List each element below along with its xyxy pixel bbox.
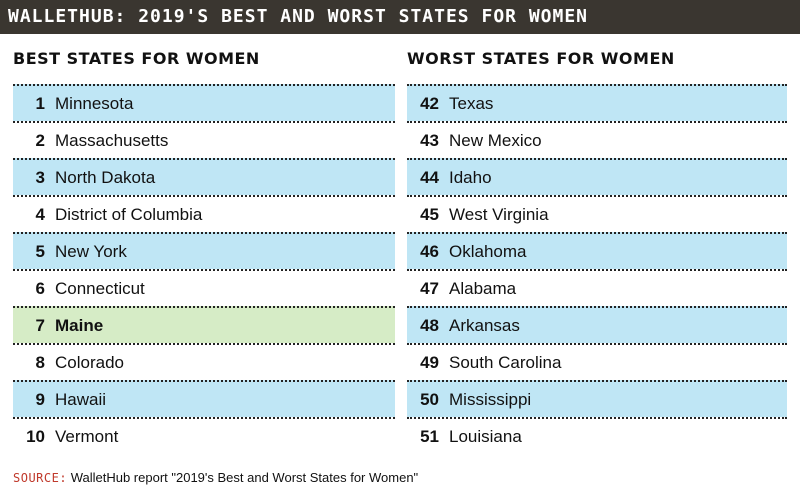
state-name: Alabama bbox=[449, 278, 517, 298]
rank-number: 6 bbox=[35, 278, 45, 298]
rank-number: 43 bbox=[420, 130, 439, 150]
table-row: 43 New Mexico bbox=[407, 121, 787, 158]
state-name: Maine bbox=[55, 315, 104, 335]
table-row: 2 Massachusetts bbox=[13, 121, 395, 158]
rank-number: 46 bbox=[420, 241, 439, 261]
table-row: 51 Louisiana bbox=[407, 417, 787, 454]
state-name: Idaho bbox=[449, 167, 492, 187]
best-states-column: BEST STATES FOR WOMEN 1 Minnesota 2 Massach… bbox=[13, 34, 395, 454]
best-states-heading: BEST STATES FOR WOMEN bbox=[13, 49, 260, 68]
table-row: 44 Idaho bbox=[407, 158, 787, 195]
state-name: Mississippi bbox=[449, 389, 532, 409]
table-row: 8 Colorado bbox=[13, 343, 395, 380]
worst-states-heading: WORST STATES FOR WOMEN bbox=[407, 49, 675, 68]
table-row: 1 Minnesota bbox=[13, 84, 395, 121]
state-name: Hawaii bbox=[55, 389, 107, 409]
state-name: District of Columbia bbox=[55, 204, 203, 224]
table-row: 50 Mississippi bbox=[407, 380, 787, 417]
state-name: North Dakota bbox=[55, 167, 156, 187]
state-name: Oklahoma bbox=[449, 241, 527, 261]
state-name: South Carolina bbox=[449, 352, 562, 372]
rank-number: 4 bbox=[35, 204, 45, 224]
table-row: 10 Vermont bbox=[13, 417, 395, 454]
worst-states-column: WORST STATES FOR WOMEN 42 Texas 43 New Mexi… bbox=[407, 34, 787, 454]
rank-number: 3 bbox=[35, 167, 45, 187]
state-name: Vermont bbox=[55, 426, 119, 446]
rank-number: 9 bbox=[35, 389, 45, 409]
state-name: Minnesota bbox=[55, 93, 134, 113]
source-label: SOURCE: bbox=[13, 471, 68, 485]
state-name: Louisiana bbox=[449, 426, 522, 446]
table-row: 9 Hawaii bbox=[13, 380, 395, 417]
table-row: 47 Alabama bbox=[407, 269, 787, 306]
rank-number: 50 bbox=[420, 389, 439, 409]
table-row: 42 Texas bbox=[407, 84, 787, 121]
rank-number: 44 bbox=[420, 167, 439, 187]
state-name: New Mexico bbox=[449, 130, 542, 150]
table-row: 46 Oklahoma bbox=[407, 232, 787, 269]
rank-number: 47 bbox=[420, 278, 439, 298]
rank-number: 10 bbox=[26, 426, 45, 446]
rank-number: 7 bbox=[35, 315, 45, 335]
rank-number: 8 bbox=[35, 352, 45, 372]
state-name: Colorado bbox=[55, 352, 124, 372]
rank-number: 1 bbox=[35, 93, 45, 113]
table-row: 45 West Virginia bbox=[407, 195, 787, 232]
state-name: Texas bbox=[449, 93, 494, 113]
table-row-highlighted: 7 Maine bbox=[13, 306, 395, 343]
rank-number: 51 bbox=[420, 426, 439, 446]
rank-number: 48 bbox=[420, 315, 439, 335]
table-row: 6 Connecticut bbox=[13, 269, 395, 306]
state-name: Arkansas bbox=[449, 315, 520, 335]
rank-number: 5 bbox=[35, 241, 45, 261]
table-row: 3 North Dakota bbox=[13, 158, 395, 195]
source-text: WalletHub report "2019's Best and Worst … bbox=[70, 470, 419, 485]
chart-title: WALLETHUB: 2019'S BEST AND WORST STATES … bbox=[0, 0, 800, 34]
table-row: 4 District of Columbia bbox=[13, 195, 395, 232]
table-row: 5 New York bbox=[13, 232, 395, 269]
source-note: SOURCE: WalletHub report "2019's Best an… bbox=[13, 470, 418, 485]
state-name: West Virginia bbox=[449, 204, 549, 224]
state-name: New York bbox=[55, 241, 127, 261]
rank-number: 42 bbox=[420, 93, 439, 113]
rank-number: 2 bbox=[35, 130, 45, 150]
rank-number: 45 bbox=[420, 204, 439, 224]
table-row: 49 South Carolina bbox=[407, 343, 787, 380]
state-name: Connecticut bbox=[55, 278, 145, 298]
worst-states-table: 42 Texas 43 New Mexico 44 Idaho 45 West Virgini… bbox=[407, 84, 787, 454]
rank-number: 49 bbox=[420, 352, 439, 372]
table-row: 48 Arkansas bbox=[407, 306, 787, 343]
state-name: Massachusetts bbox=[55, 130, 169, 150]
best-states-table: 1 Minnesota 2 Massachusetts 3 North Dakota 4 Di… bbox=[13, 84, 395, 454]
